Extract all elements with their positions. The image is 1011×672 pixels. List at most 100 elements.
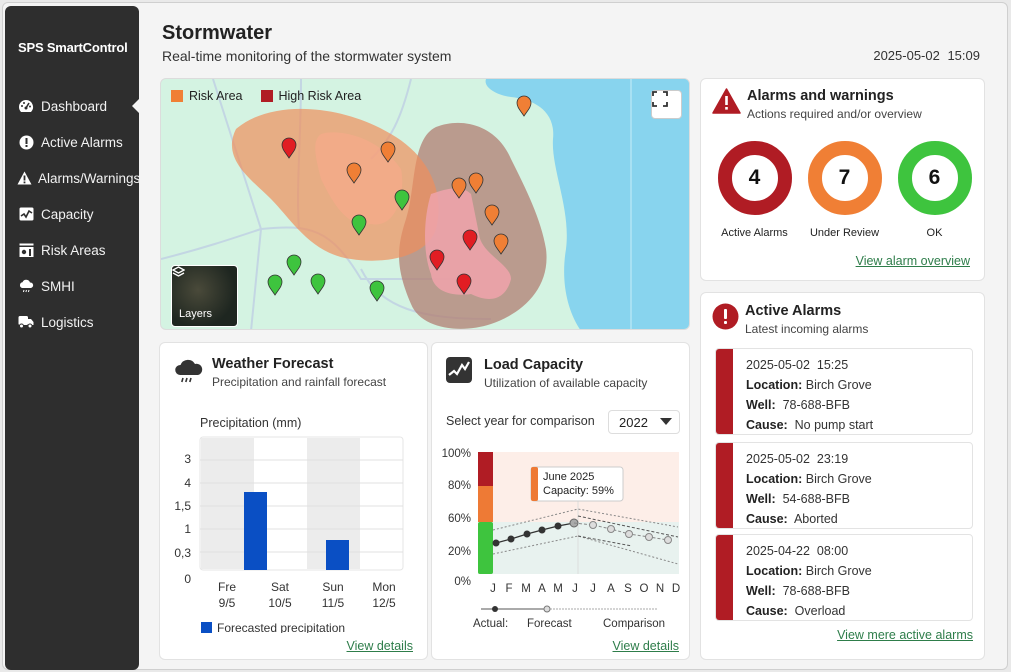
card-title: Alarms and warnings [747,88,894,104]
alarm-well: Well: 78-688-BFB [746,584,850,598]
green-map-marker-icon[interactable] [286,254,302,276]
sidebar-item-risk-areas[interactable]: Risk Areas [5,232,139,268]
red-map-marker-icon[interactable] [281,137,297,159]
weather-view-details-link[interactable]: View details [346,639,413,653]
precipitation-chart: 3 4 1,5 1 0,3 0 Fre 9/5 Sat 10/5 Sun 11/5 M… [174,436,404,633]
bar-sat [244,492,267,570]
sidebar-item-logistics[interactable]: Logistics [5,304,139,340]
orange-map-marker-icon[interactable] [468,172,484,194]
svg-text:20%: 20% [448,546,471,558]
orange-map-marker-icon[interactable] [346,162,362,184]
card-subtitle: Latest incoming alarms [745,322,869,336]
bar-sun [326,540,349,570]
weather-forecast-card: Weather Forecast Precipitation and rainf… [159,342,428,660]
ring-ok[interactable]: 6 OK [896,141,973,239]
svg-text:0,3: 0,3 [174,546,191,560]
svg-text:60%: 60% [448,513,471,525]
orange-map-marker-icon[interactable] [380,141,396,163]
page-subtitle: Real-time monitoring of the stormwater s… [162,48,452,64]
chart-line-icon [17,205,35,223]
orange-map-marker-icon[interactable] [493,233,509,255]
svg-text:J: J [490,583,496,595]
sidebar-item-label: SMHI [41,278,75,294]
svg-text:Forecasted precipitation: Forecasted precipitation [217,621,345,633]
green-map-marker-icon[interactable] [310,273,326,295]
orange-map-marker-icon[interactable] [484,204,500,226]
sidebar-item-label: Capacity [41,206,94,222]
layers-button[interactable]: Layers [171,265,238,327]
orange-map-marker-icon[interactable] [516,95,532,117]
svg-text:O: O [640,583,649,595]
load-capacity-card: Load Capacity Utilization of available c… [431,342,690,660]
exclamation-circle-icon [712,303,739,330]
svg-text:80%: 80% [448,480,471,492]
alarm-datetime: 2025-05-02 23:19 [746,452,849,466]
card-subtitle: Utilization of available capacity [484,376,648,390]
sidebar-item-dashboard[interactable]: Dashboard [5,88,139,124]
sidebar-item-alarms-warnings[interactable]: Alarms/Warnings [5,160,141,196]
card-title: Load Capacity [484,357,584,373]
svg-text:12/5: 12/5 [372,596,396,610]
alarm-location: Location: Birch Grove [746,564,872,578]
alarm-well: Well: 54-688-BFB [746,492,850,506]
svg-text:J: J [572,583,578,595]
green-map-marker-icon[interactable] [369,280,385,302]
red-map-marker-icon[interactable] [429,249,445,271]
capacity-view-details-link[interactable]: View details [612,639,679,653]
chevron-down-icon [660,418,672,425]
svg-text:A: A [607,583,615,595]
svg-text:June 2025: June 2025 [543,471,594,483]
sidebar-item-smhi[interactable]: SMHI [5,268,139,304]
svg-text:11/5: 11/5 [322,596,345,610]
alarms-warnings-card: Alarms and warnings Actions required and… [700,78,985,281]
view-alarm-overview-link[interactable]: View alarm overview [855,254,970,268]
alarm-cause: Cause: Aborted [746,512,838,526]
severity-bar [716,443,733,528]
alarm-item[interactable]: 2025-05-02 15:25 Location: Birch Grove W… [715,348,973,435]
alarm-item[interactable]: 2025-04-22 08:00 Location: Birch Grove W… [715,534,973,621]
svg-text:Mon: Mon [372,580,395,594]
map-canvas[interactable] [161,79,690,330]
svg-text:S: S [624,583,632,595]
exclamation-circle-icon [17,133,35,151]
alarm-cause: Cause: Overload [746,604,846,618]
chart-y-label: Precipitation (mm) [200,416,302,430]
svg-text:M: M [521,583,531,595]
sidebar-item-active-alarms[interactable]: Active Alarms [5,124,139,160]
alarm-well: Well: 78-688-BFB [746,398,850,412]
green-map-marker-icon[interactable] [351,214,367,236]
sidebar-item-label: Alarms/Warnings [38,170,141,186]
svg-text:F: F [505,583,512,595]
ring-under-review[interactable]: 7 Under Review [806,141,883,239]
red-map-marker-icon[interactable] [462,229,478,251]
year-select[interactable]: 2022 [608,410,680,434]
severity-bar [716,535,733,620]
sidebar-item-label: Logistics [41,314,94,330]
rain-cloud-icon [175,359,203,383]
card-title: Active Alarms [745,303,842,319]
card-subtitle: Precipitation and rainfall forecast [212,375,387,389]
ring-value: 6 [897,141,972,215]
green-map-marker-icon[interactable] [267,274,283,296]
orange-map-marker-icon[interactable] [451,177,467,199]
view-more-alarms-link[interactable]: View mere active alarms [837,628,973,642]
risk-map[interactable]: Risk Area High Risk Area Layers [160,78,690,330]
red-map-marker-icon[interactable] [456,273,472,295]
year-select-label: Select year for comparison [446,414,595,428]
orange-swatch [171,90,183,102]
green-map-marker-icon[interactable] [394,189,410,211]
svg-text:10/5: 10/5 [268,596,292,610]
warning-triangle-icon [17,169,32,187]
warning-triangle-icon [712,88,741,114]
layers-icon [172,266,185,277]
svg-text:1,5: 1,5 [174,499,191,513]
ring-active-alarms[interactable]: 4 Active Alarms [716,141,793,239]
alarm-item[interactable]: 2025-05-02 23:19 Location: Birch Grove W… [715,442,973,529]
sidebar-item-capacity[interactable]: Capacity [5,196,139,232]
alarm-datetime: 2025-04-22 08:00 [746,544,849,558]
active-alarms-card: Active Alarms Latest incoming alarms 202… [700,292,985,660]
svg-text:4: 4 [184,476,191,490]
legend-high-risk-area: High Risk Area [260,89,361,103]
fullscreen-button[interactable] [651,90,682,119]
sidebar: SPS SmartControl Dashboard Active Alarms… [5,6,141,670]
